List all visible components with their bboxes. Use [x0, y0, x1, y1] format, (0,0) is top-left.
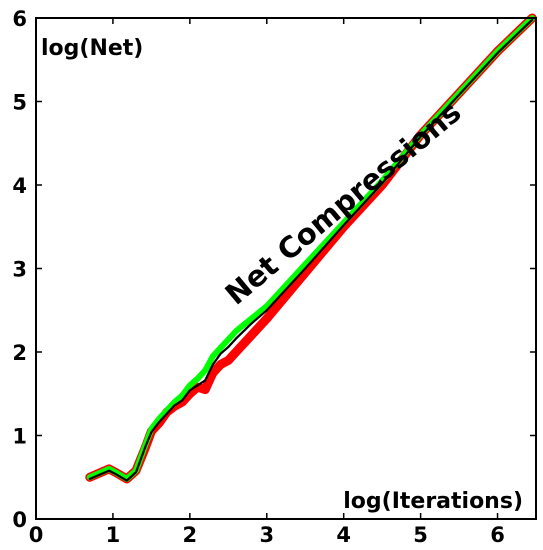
x-tick-label: 6 [490, 523, 505, 547]
series-line-black-line [88, 18, 534, 482]
tick-label-layer: 0 1 2 3 4 5 6 0 1 2 3 4 5 6 [12, 7, 504, 547]
y-tick-label: 0 [12, 508, 27, 532]
y-tick-label: 6 [12, 7, 27, 31]
x-tick-label: 3 [259, 523, 274, 547]
y-tick-label: 3 [12, 258, 27, 282]
x-tick-label: 2 [183, 523, 198, 547]
y-tick-label: 1 [12, 425, 27, 449]
tick-layer [35, 17, 536, 520]
x-tick-label: 5 [413, 523, 428, 547]
net-compressions-annotation: Net Compressions [219, 95, 468, 312]
x-tick-label: 0 [29, 523, 44, 547]
x-tick-label: 1 [106, 523, 121, 547]
y-tick-label: 2 [12, 341, 27, 365]
y-tick-label: 5 [12, 91, 27, 115]
x-axis-label: log(Iterations) [343, 489, 523, 514]
series-layer [85, 13, 537, 484]
x-tick-label: 4 [336, 523, 351, 547]
y-axis-label: log(Net) [41, 36, 143, 61]
y-tick-label: 4 [12, 174, 27, 198]
